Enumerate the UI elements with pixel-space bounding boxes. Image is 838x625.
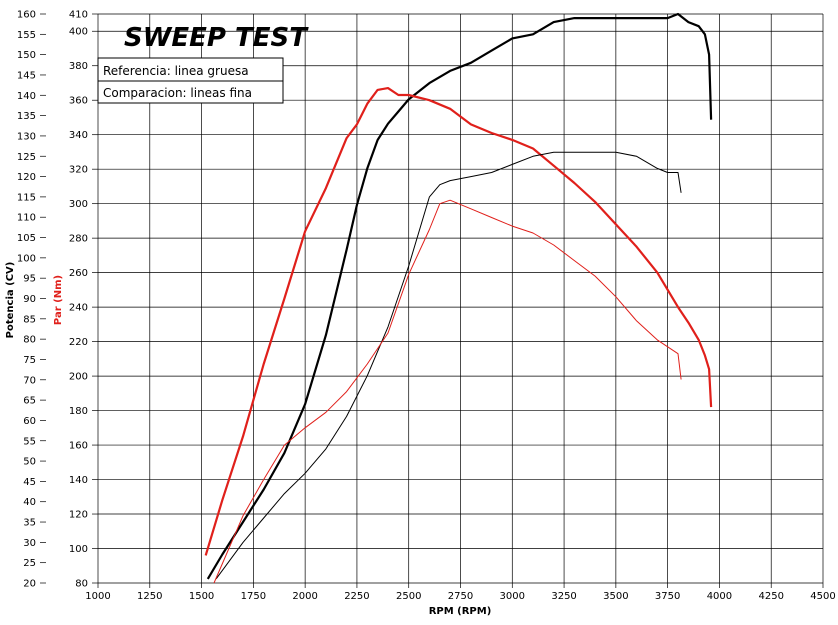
power-tick-label: 65 xyxy=(23,396,36,407)
torque-tick-label: 220 xyxy=(69,337,88,348)
x-tick-label: 1750 xyxy=(241,591,266,602)
legend-entry-comparacion: Comparacion: lineas fina xyxy=(103,86,252,100)
x-tick-label: 3250 xyxy=(551,591,576,602)
power-tick-label: 20 xyxy=(23,579,36,590)
torque-tick-label: 320 xyxy=(69,165,88,176)
series-line-power-thick xyxy=(206,12,713,580)
y-axis-title-power: Potencia (CV) xyxy=(5,262,16,339)
x-tick-label: 2250 xyxy=(344,591,369,602)
power-tick-label: 45 xyxy=(23,477,36,488)
torque-tick-label: 100 xyxy=(69,544,88,555)
power-tick-label: 125 xyxy=(17,152,36,163)
power-tick-label: 95 xyxy=(23,274,36,285)
series-line-torque-thin xyxy=(213,199,682,584)
torque-tick-label: 400 xyxy=(69,27,88,38)
legend-entry-referencia: Referencia: linea gruesa xyxy=(103,64,249,78)
power-tick-label: 30 xyxy=(23,538,36,549)
torque-tick-label: 240 xyxy=(69,303,88,314)
power-tick-label: 100 xyxy=(17,253,36,264)
torque-tick-label: 360 xyxy=(69,96,88,107)
torque-tick-label: 380 xyxy=(69,61,88,72)
x-tick-label: 1250 xyxy=(137,591,162,602)
power-tick-label: 155 xyxy=(17,30,36,41)
power-tick-label: 145 xyxy=(17,70,36,81)
x-tick-label: 4500 xyxy=(810,591,835,602)
x-tick-label: 2500 xyxy=(396,591,421,602)
torque-tick-label: 120 xyxy=(69,510,88,521)
torque-tick-label: 280 xyxy=(69,234,88,245)
power-tick-label: 85 xyxy=(23,314,36,325)
power-tick-label: 115 xyxy=(17,192,36,203)
torque-tick-label: 160 xyxy=(69,441,88,452)
power-tick-label: 110 xyxy=(17,213,36,224)
x-axis-title: RPM (RPM) xyxy=(429,606,492,617)
torque-tick-label: 140 xyxy=(69,475,88,486)
power-tick-label: 80 xyxy=(23,335,36,346)
legend: Referencia: linea gruesa Comparacion: li… xyxy=(97,57,284,104)
x-tick-label: 4000 xyxy=(707,591,732,602)
power-tick-label: 70 xyxy=(23,375,36,386)
power-tick-label: 160 xyxy=(17,10,36,21)
x-tick-label: 2750 xyxy=(448,591,473,602)
power-tick-label: 35 xyxy=(23,518,36,529)
torque-tick-label: 340 xyxy=(69,130,88,141)
torque-tick-label: 80 xyxy=(75,579,88,590)
x-tick-label: 3500 xyxy=(603,591,628,602)
axes: 1000 1250 1500 1750 2000 2250 2500 2750 3000 3250… xyxy=(17,10,836,603)
torque-tick-label: 180 xyxy=(69,406,88,417)
x-tick-label: 3750 xyxy=(655,591,680,602)
series-line-torque-thick xyxy=(204,86,713,556)
torque-tick-label: 260 xyxy=(69,268,88,279)
power-tick-label: 130 xyxy=(17,131,36,142)
x-tick-label: 1500 xyxy=(189,591,214,602)
power-tick-label: 40 xyxy=(23,497,36,508)
power-tick-label: 105 xyxy=(17,233,36,244)
power-tick-label: 120 xyxy=(17,172,36,183)
x-tick-label: 3000 xyxy=(500,591,525,602)
power-tick-label: 60 xyxy=(23,416,36,427)
x-tick-label: 4250 xyxy=(758,591,783,602)
power-tick-label: 90 xyxy=(23,294,36,305)
power-tick-label: 150 xyxy=(17,50,36,61)
chart-title: SWEEP TEST xyxy=(124,23,309,53)
power-tick-label: 75 xyxy=(23,355,36,366)
torque-tick-label: 300 xyxy=(69,199,88,210)
torque-tick-label: 410 xyxy=(69,10,88,21)
x-tick-label: 1000 xyxy=(85,591,110,602)
power-tick-label: 50 xyxy=(23,457,36,468)
series-line-power-thin xyxy=(215,151,682,580)
power-tick-label: 140 xyxy=(17,91,36,102)
power-tick-label: 135 xyxy=(17,111,36,122)
power-tick-label: 25 xyxy=(23,558,36,569)
x-tick-label: 2000 xyxy=(292,591,317,602)
torque-tick-label: 200 xyxy=(69,372,88,383)
grid xyxy=(97,13,824,584)
series-group xyxy=(204,12,713,584)
power-tick-label: 55 xyxy=(23,436,36,447)
y-axis-title-torque: Par (Nm) xyxy=(53,275,64,325)
